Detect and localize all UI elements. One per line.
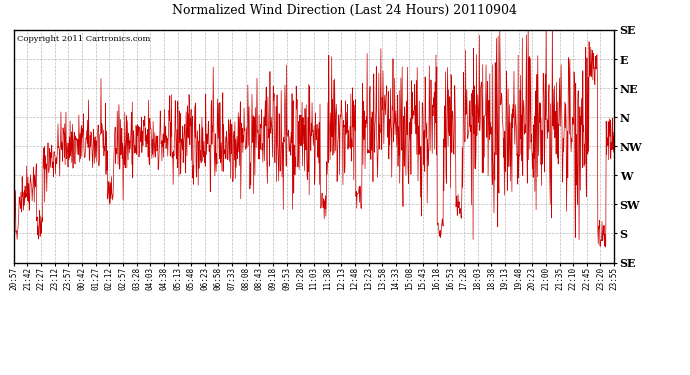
Text: Normalized Wind Direction (Last 24 Hours) 20110904: Normalized Wind Direction (Last 24 Hours… xyxy=(172,4,518,17)
Text: Copyright 2011 Cartronics.com: Copyright 2011 Cartronics.com xyxy=(17,34,150,43)
